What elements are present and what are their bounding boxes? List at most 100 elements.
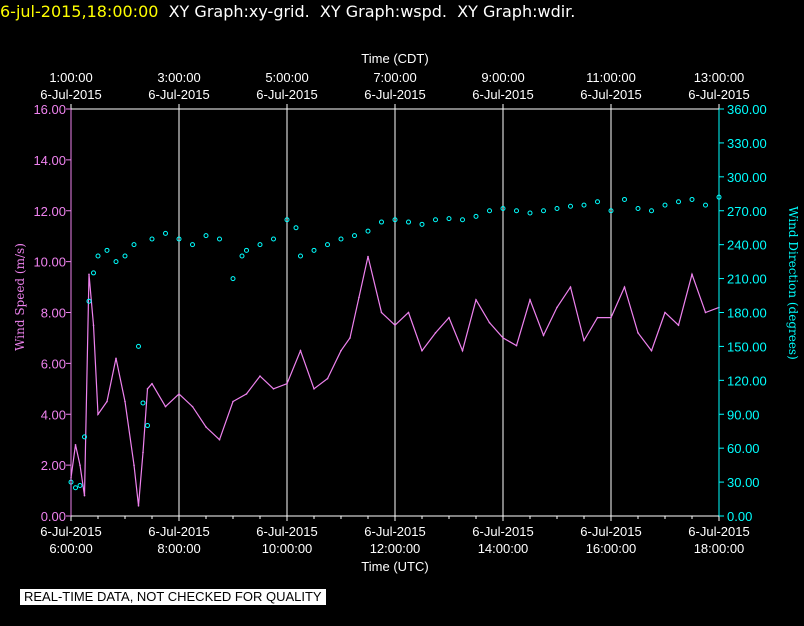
wind-direction-point — [635, 205, 641, 211]
right-tick-label: 300.00 — [727, 170, 767, 185]
left-tick-label: 4.00 — [41, 407, 66, 422]
wind-direction-point — [419, 221, 425, 227]
wind-direction-point — [113, 259, 119, 265]
wind-speed-point — [691, 273, 693, 276]
bottom-tick-date: 6-Jul-2015 — [148, 524, 209, 539]
bottom-tick-time: 18:00:00 — [694, 541, 745, 556]
wind-direction-point — [104, 247, 110, 253]
grid-lines — [178, 109, 612, 516]
wind-direction-point — [298, 253, 303, 259]
wind-direction-point — [676, 199, 681, 205]
wind-speed-point — [461, 349, 464, 352]
bottom-tick-date: 6-Jul-2015 — [688, 524, 749, 539]
wind-speed-point — [164, 405, 167, 408]
wind-speed-point — [106, 400, 108, 403]
top-tick-date: 6-Jul-2015 — [40, 87, 101, 102]
wind-direction-point — [176, 236, 182, 242]
right-tick-label: 120.00 — [727, 373, 767, 388]
wind-direction-point — [293, 225, 299, 231]
wind-speed-point — [380, 311, 383, 314]
wind-speed-point — [421, 349, 423, 352]
top-tick-time: 1:00:00 — [49, 70, 92, 85]
wind-speed-point — [569, 286, 572, 288]
top-tick-time: 7:00:00 — [373, 70, 416, 85]
bottom-tick-time: 8:00:00 — [157, 541, 200, 556]
timestamp: 6-jul-2015,18:00:00 — [0, 2, 159, 21]
wind-direction-point — [703, 202, 708, 208]
right-tick-label: 270.00 — [727, 204, 767, 219]
wind-speed-point — [92, 324, 95, 327]
wind-direction-point — [244, 247, 249, 253]
wind-speed-point — [191, 405, 194, 408]
wind-direction-point — [82, 434, 87, 440]
wind-speed-point — [358, 296, 360, 299]
wind-speed-point — [502, 337, 504, 339]
wind-speed-point — [97, 413, 99, 416]
bottom-tick-date: 6-Jul-2015 — [256, 524, 317, 539]
wind-direction-point — [595, 199, 600, 205]
wind-direction-point — [352, 233, 357, 239]
wind-speed-point — [124, 400, 126, 403]
bottom-tick-date: 6-Jul-2015 — [40, 524, 101, 539]
right-axis-title: Wind Direction (degrees) — [786, 206, 800, 360]
wind-direction-point — [662, 202, 668, 208]
top-tick-time: 5:00:00 — [265, 70, 308, 85]
wind-speed-point — [623, 286, 626, 288]
wind-speed-point — [349, 337, 351, 339]
wind-direction-point — [608, 208, 614, 214]
wind-speed-point — [259, 375, 261, 377]
wind-speed-point — [596, 316, 599, 319]
wind-speed-point — [205, 426, 207, 428]
wind-direction-point — [230, 276, 236, 282]
right-tick-label: 60.00 — [727, 441, 760, 456]
wind-direction-point — [433, 217, 438, 223]
wind-direction-point — [689, 196, 695, 202]
bottom-tick-time: 10:00:00 — [262, 541, 313, 556]
wind-speed-point — [515, 344, 518, 347]
wind-speed-point — [151, 382, 153, 385]
wind-direction-point — [145, 423, 150, 429]
wind-direction-point — [338, 236, 344, 242]
wind-direction-point — [527, 210, 533, 216]
wind-speed-point — [529, 298, 531, 301]
graph-name-wspd: XY Graph:wspd. — [319, 2, 448, 21]
wind-speed-point — [133, 464, 135, 466]
wind-speed-point — [83, 494, 86, 497]
wind-speed-point — [704, 311, 707, 314]
bottom-tick-time: 14:00:00 — [478, 541, 529, 556]
right-tick-label: 330.00 — [727, 136, 767, 151]
wind-direction-point — [622, 196, 627, 202]
bottom-tick-time: 16:00:00 — [586, 541, 637, 556]
left-tick-label: 10.00 — [33, 255, 66, 270]
wind-speed-point — [610, 316, 612, 319]
wind-speed-point — [142, 451, 144, 454]
bottom-axis-title: Time (UTC) — [361, 559, 428, 574]
wind-speed-point — [434, 332, 437, 334]
wind-direction-point — [284, 217, 290, 223]
wind-direction-point — [203, 233, 209, 239]
wind-speed-point — [488, 321, 491, 324]
bottom-tick-date: 6-Jul-2015 — [580, 524, 641, 539]
wind-direction-point — [77, 482, 83, 488]
wind-speed-point — [178, 393, 180, 395]
left-axis-title: Wind Speed (m/s) — [13, 243, 27, 351]
wind-direction-point — [473, 213, 479, 219]
wind-direction-point — [163, 230, 168, 236]
left-tick-label: 6.00 — [41, 356, 66, 371]
top-tick-time: 9:00:00 — [481, 70, 524, 85]
wind-direction-point — [271, 236, 276, 242]
wind-speed-point — [88, 273, 90, 276]
wind-direction-point — [554, 205, 560, 211]
top-tick-date: 6-Jul-2015 — [364, 87, 425, 102]
wind-direction-point — [239, 253, 245, 259]
wind-direction-point — [91, 270, 96, 276]
top-tick-date: 6-Jul-2015 — [688, 87, 749, 102]
right-tick-label: 240.00 — [727, 238, 767, 253]
wind-direction-point — [311, 247, 317, 253]
left-tick-label: 16.00 — [33, 102, 66, 117]
wind-direction-point — [131, 242, 137, 248]
graph-name-xy-grid: XY Graph:xy-grid. — [168, 2, 310, 21]
wind-direction-point — [73, 485, 78, 491]
top-tick-date: 6-Jul-2015 — [472, 87, 533, 102]
wind-direction-point — [649, 208, 654, 214]
